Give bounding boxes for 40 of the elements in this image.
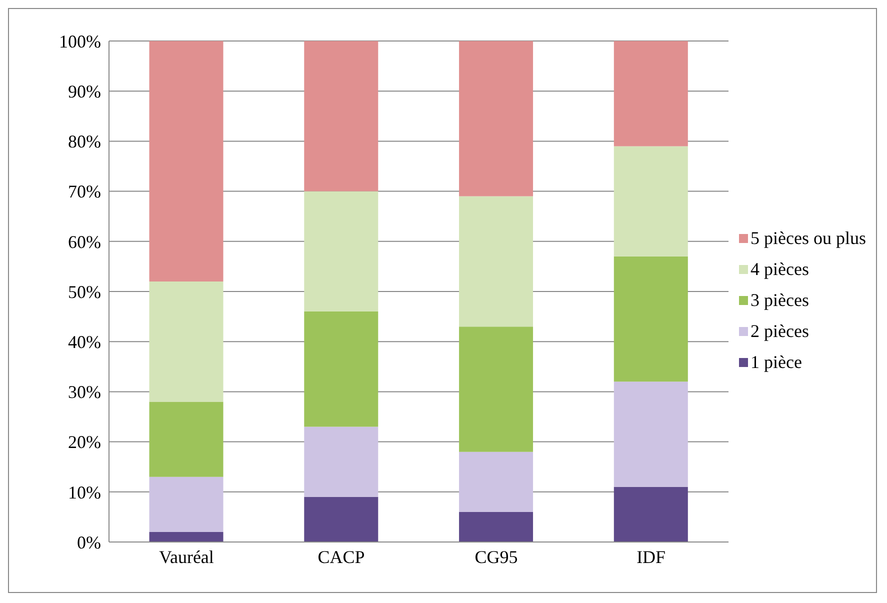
bar (614, 382, 688, 487)
legend-label: 5 pièces ou plus (750, 228, 866, 249)
x-tick-label: IDF (636, 546, 666, 567)
bar (149, 476, 224, 532)
bar (459, 326, 534, 452)
y-tick-label: 40% (68, 332, 101, 352)
y-tick-label: 70% (68, 182, 101, 202)
x-tick-label: Vauréal (158, 546, 214, 567)
bar (459, 41, 534, 196)
bar (459, 196, 534, 327)
bar (149, 281, 224, 402)
y-tick-label: 90% (68, 81, 101, 102)
y-tick-label: 20% (68, 432, 101, 452)
y-tick-label: 60% (68, 232, 101, 252)
bar (149, 41, 224, 282)
bar (614, 41, 688, 146)
bar (614, 146, 688, 256)
bar (304, 191, 378, 312)
y-tick-label: 30% (68, 382, 101, 402)
y-tick-label: 100% (59, 31, 101, 52)
y-tick-label: 10% (68, 482, 101, 502)
y-tick-label: 80% (68, 132, 101, 152)
bar (149, 402, 224, 477)
y-tick-label: 50% (68, 282, 101, 302)
legend-label: 2 pièces (750, 321, 809, 342)
x-tick-label: CG95 (474, 546, 518, 567)
bar (304, 312, 378, 427)
x-tick-label: CACP (318, 546, 365, 567)
bar (149, 532, 224, 542)
legend-label: 1 pièce (750, 352, 802, 373)
bar (459, 452, 534, 512)
bar (459, 512, 534, 542)
legend-label: 4 pièces (750, 259, 809, 280)
legend-label: 3 pièces (750, 290, 809, 311)
bar (304, 41, 378, 192)
bar (614, 256, 688, 382)
bar (614, 486, 688, 542)
y-tick-label: 0% (77, 532, 101, 552)
bar (304, 496, 378, 542)
bar (304, 426, 378, 497)
